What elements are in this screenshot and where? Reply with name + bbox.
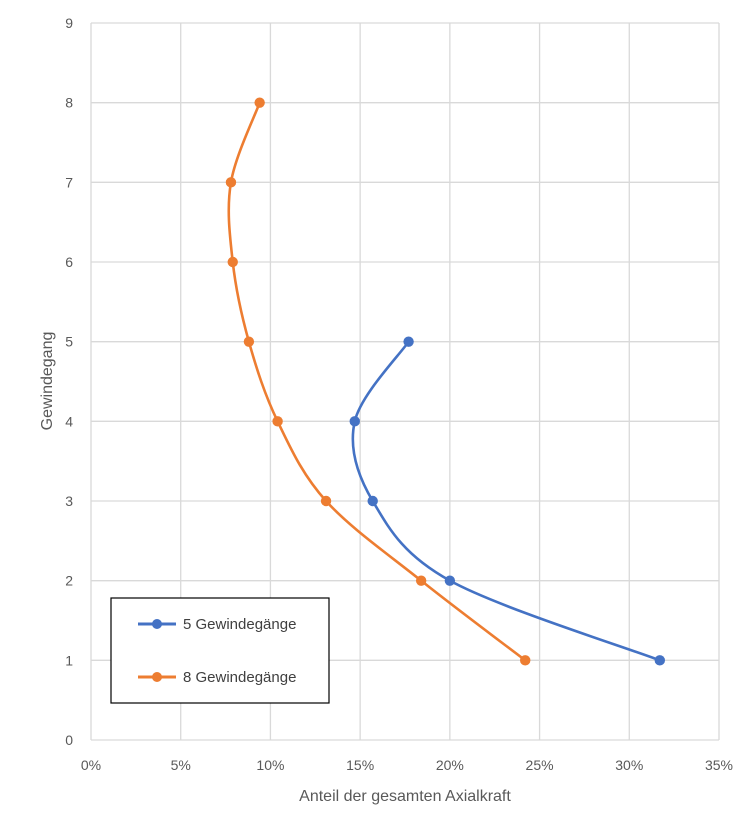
data-point — [272, 416, 283, 427]
x-tick-label: 10% — [256, 757, 284, 773]
data-point — [444, 575, 456, 586]
series-line-1 — [351, 340, 662, 662]
legend-marker-series-2 — [152, 672, 162, 682]
x-tick-label: 35% — [705, 757, 733, 773]
data-point — [415, 575, 427, 586]
y-tick-label: 9 — [65, 15, 73, 31]
y-axis-ticks: 0 1 2 3 4 5 6 7 8 9 — [65, 15, 73, 748]
y-tick-label: 5 — [65, 334, 73, 350]
x-tick-label: 0% — [81, 757, 101, 773]
y-tick-label: 2 — [65, 573, 73, 589]
data-point — [254, 97, 265, 108]
legend-box — [110, 597, 330, 704]
series-layer — [225, 97, 665, 666]
x-tick-label: 20% — [436, 757, 464, 773]
legend-label-series-2: 8 Gewindegänge — [183, 669, 296, 686]
x-tick-label: 15% — [346, 757, 374, 773]
data-point — [520, 655, 531, 666]
data-point — [243, 336, 255, 347]
x-tick-label: 30% — [615, 757, 643, 773]
x-axis-ticks: 0% 5% 10% 15% 20% 25% 30% 35% — [81, 757, 733, 773]
y-tick-label: 7 — [65, 174, 73, 190]
data-point — [403, 336, 414, 347]
x-tick-label: 5% — [171, 757, 191, 773]
data-point — [367, 495, 378, 507]
data-point — [349, 416, 360, 427]
data-point — [225, 177, 237, 188]
x-axis-title: Anteil der gesamten Axialkraft — [299, 788, 511, 805]
legend: 5 Gewindegänge 8 Gewindegänge — [110, 597, 330, 704]
y-tick-label: 0 — [65, 732, 73, 748]
data-point — [654, 655, 665, 666]
data-point — [227, 256, 238, 268]
legend-label-series-1: 5 Gewindegänge — [183, 616, 296, 633]
y-tick-label: 1 — [65, 652, 73, 668]
y-tick-label: 3 — [65, 493, 73, 509]
data-point — [320, 495, 332, 507]
y-tick-label: 6 — [65, 254, 73, 270]
y-tick-label: 4 — [65, 413, 73, 429]
legend-marker-series-1 — [152, 619, 162, 629]
y-tick-label: 8 — [65, 95, 73, 111]
x-tick-label: 25% — [526, 757, 554, 773]
y-axis-title: Gewindegang — [39, 332, 56, 431]
